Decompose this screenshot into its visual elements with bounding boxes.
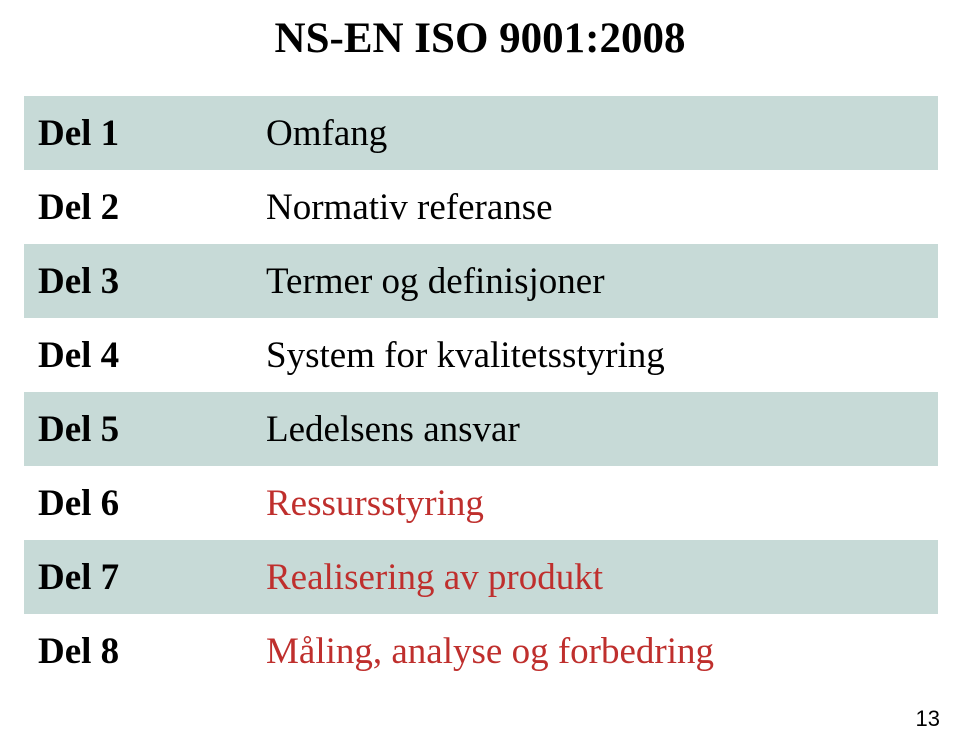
table-row: Del 4System for kvalitetsstyring (24, 318, 938, 392)
row-label: Del 6 (24, 466, 252, 540)
row-description: System for kvalitetsstyring (252, 318, 938, 392)
table-row: Del 7Realisering av produkt (24, 540, 938, 614)
table-row: Del 8Måling, analyse og forbedring (24, 614, 938, 688)
slide-title: NS-EN ISO 9001:2008 (0, 14, 960, 63)
table-row: Del 6Ressursstyring (24, 466, 938, 540)
row-description: Normativ referanse (252, 170, 938, 244)
slide: NS-EN ISO 9001:2008 Del 1OmfangDel 2Norm… (0, 0, 960, 746)
row-label: Del 4 (24, 318, 252, 392)
table-row: Del 1Omfang (24, 96, 938, 170)
table-row: Del 3Termer og definisjoner (24, 244, 938, 318)
row-description: Termer og definisjoner (252, 244, 938, 318)
row-label: Del 7 (24, 540, 252, 614)
row-label: Del 5 (24, 392, 252, 466)
row-description: Omfang (252, 96, 938, 170)
row-label: Del 1 (24, 96, 252, 170)
row-description: Realisering av produkt (252, 540, 938, 614)
row-description: Ledelsens ansvar (252, 392, 938, 466)
row-label: Del 3 (24, 244, 252, 318)
content-table-body: Del 1OmfangDel 2Normativ referanseDel 3T… (24, 96, 938, 688)
table-row: Del 2Normativ referanse (24, 170, 938, 244)
row-description: Ressursstyring (252, 466, 938, 540)
page-number: 13 (916, 706, 940, 732)
row-description: Måling, analyse og forbedring (252, 614, 938, 688)
content-table: Del 1OmfangDel 2Normativ referanseDel 3T… (24, 96, 938, 688)
row-label: Del 8 (24, 614, 252, 688)
table-row: Del 5Ledelsens ansvar (24, 392, 938, 466)
row-label: Del 2 (24, 170, 252, 244)
